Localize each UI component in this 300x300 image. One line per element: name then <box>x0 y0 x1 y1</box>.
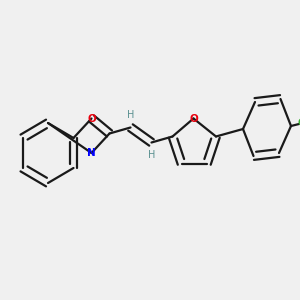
Text: H: H <box>148 150 155 161</box>
Text: Cl: Cl <box>297 118 300 128</box>
Text: N: N <box>87 148 96 158</box>
Text: O: O <box>189 113 198 124</box>
Text: H: H <box>127 110 134 120</box>
Text: O: O <box>87 113 96 124</box>
